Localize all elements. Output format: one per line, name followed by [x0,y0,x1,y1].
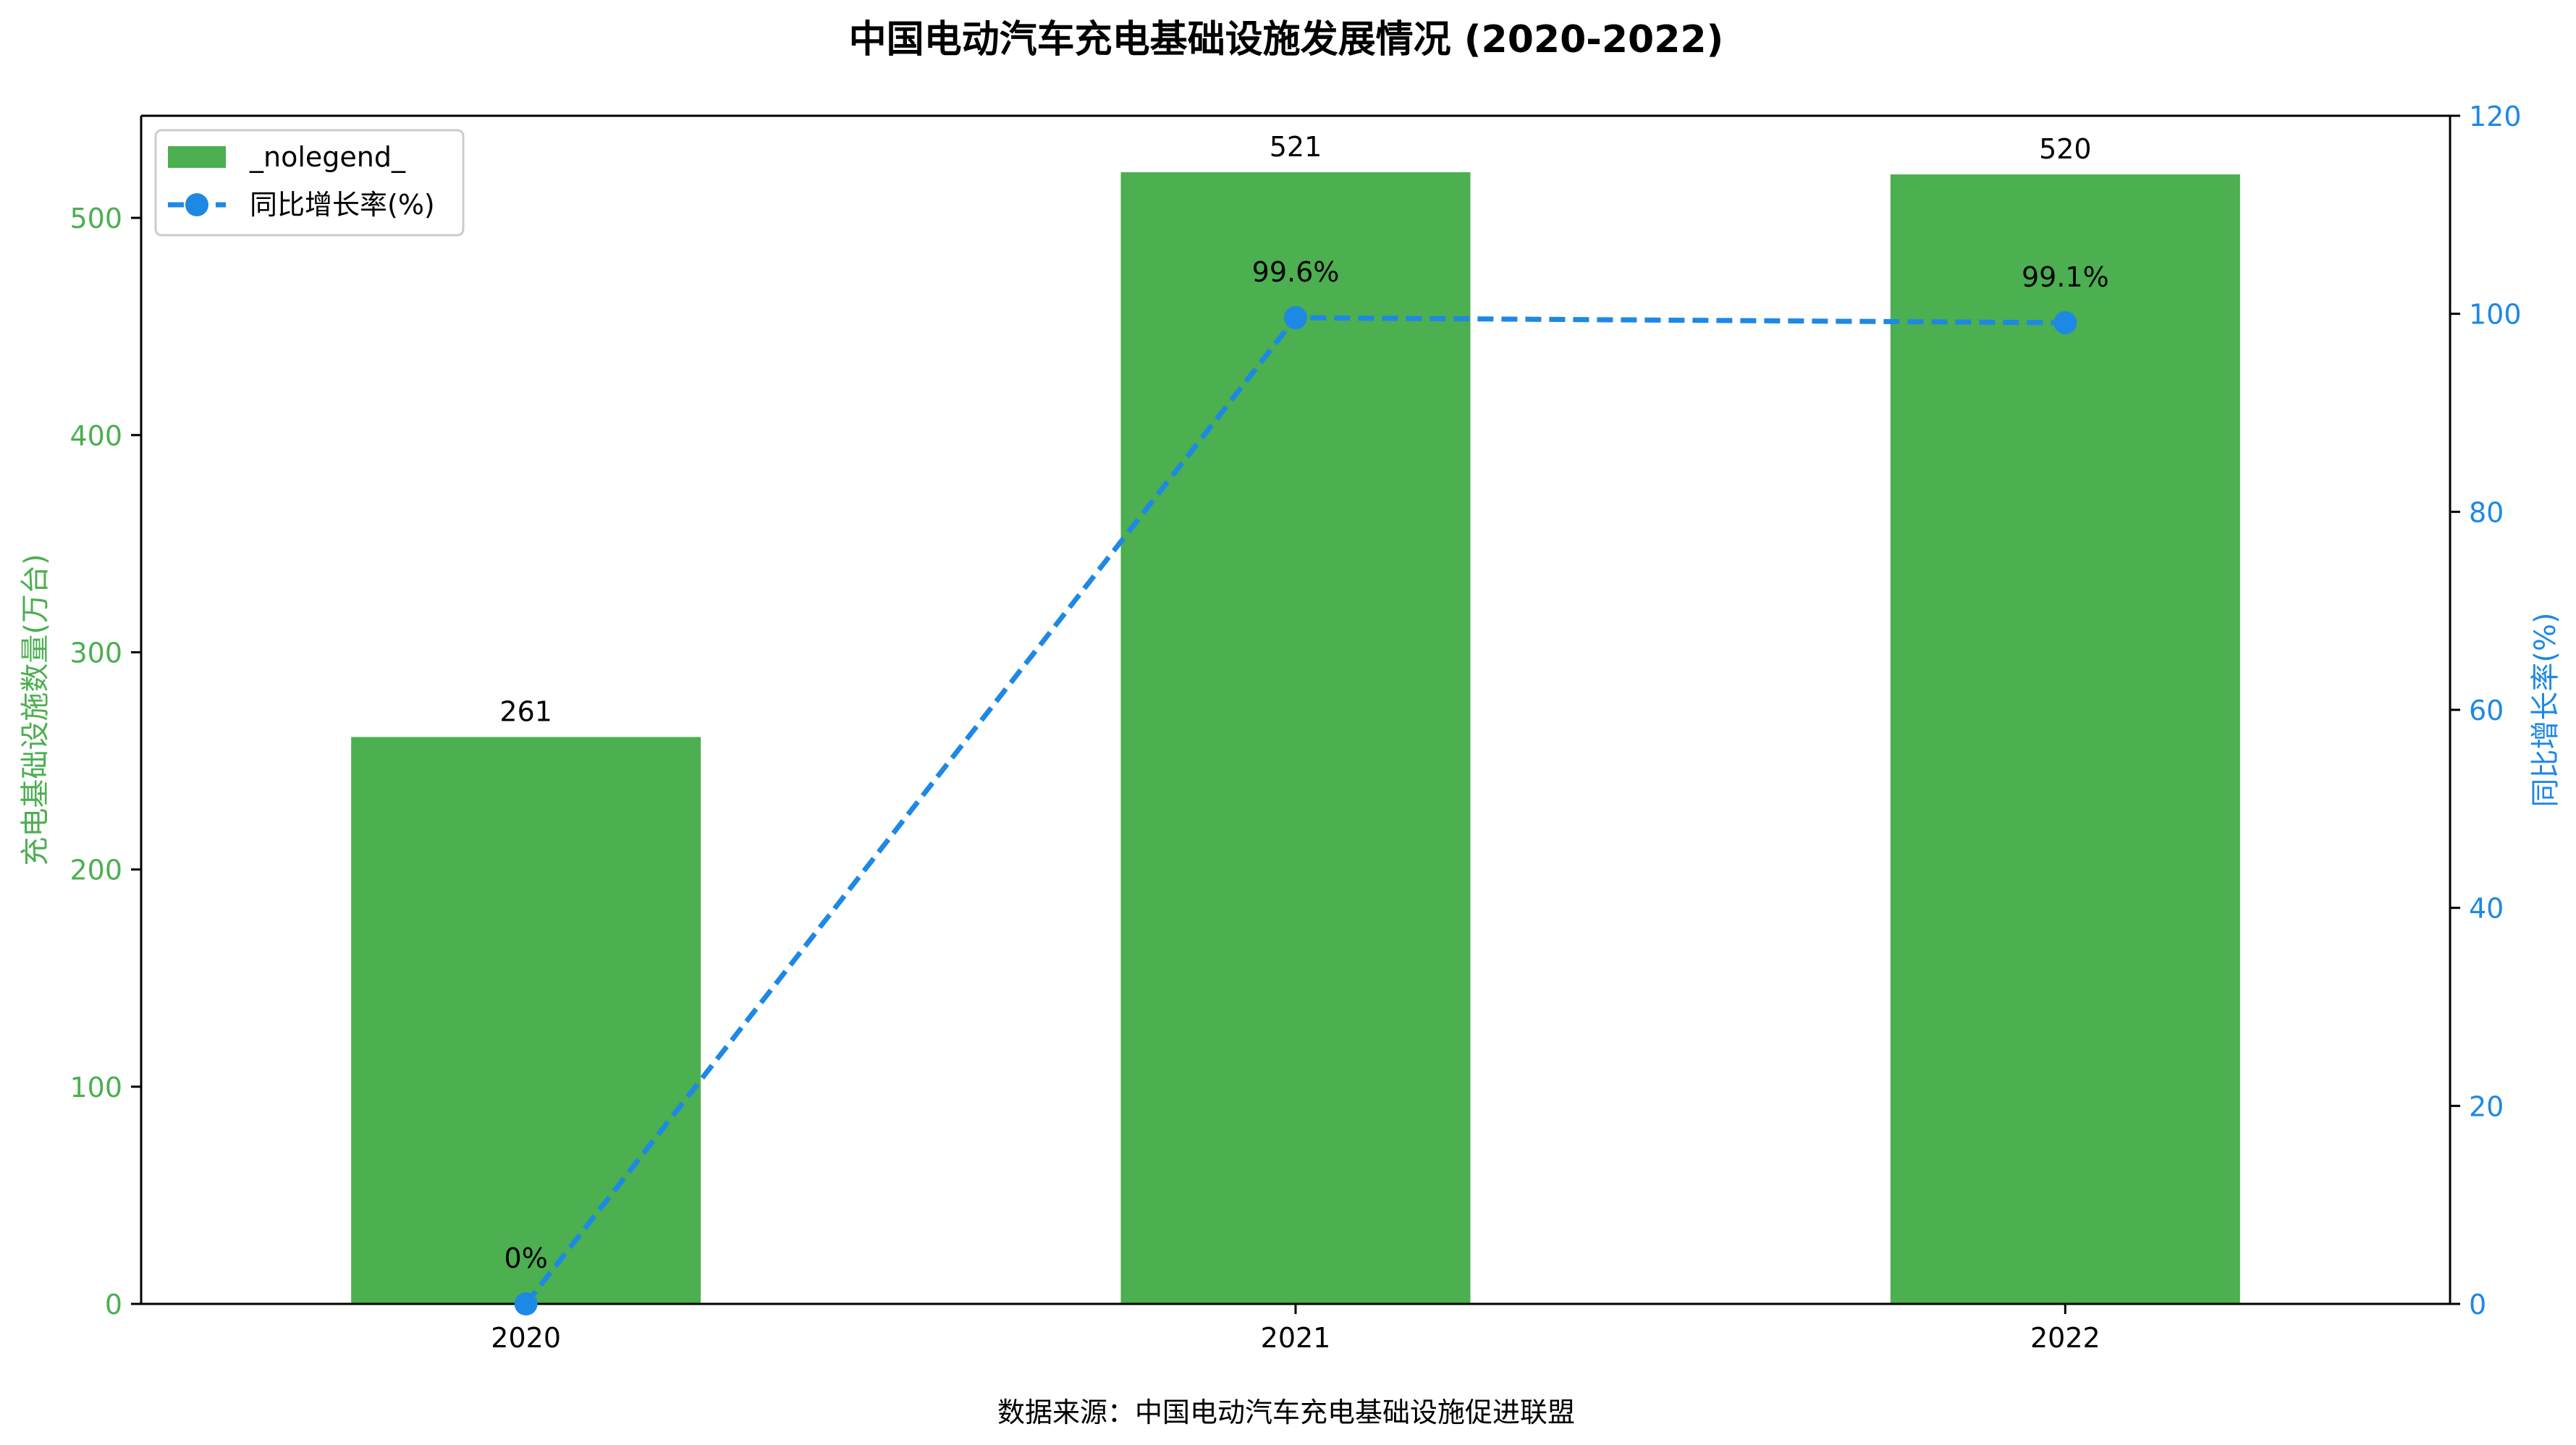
y-tick-label-left-0: 0 [105,1289,122,1321]
growth-label-2020: 0% [504,1242,548,1274]
y-axis-right-label: 同比增长率(%) [2529,612,2562,807]
bar-label-2020: 261 [499,696,552,728]
bar-label-2021: 521 [1270,131,1322,163]
y-tick-label-left-200: 200 [69,855,122,886]
y-tick-label-right-80: 80 [2469,496,2504,528]
legend-box [154,129,465,237]
y-tick-label-left-100: 100 [69,1072,122,1103]
bar-2021 [1120,172,1471,1305]
y-tick-label-right-120: 120 [2469,101,2522,132]
growth-point-2022 [2053,310,2077,334]
y-tick-label-left-500: 500 [69,203,122,234]
chart-title: 中国电动汽车充电基础设施发展情况 (2020-2022) [849,18,1724,62]
bar-2022 [1890,174,2240,1305]
y-tick-label-right-0: 0 [2469,1289,2486,1321]
source-note: 数据来源：中国电动汽车充电基础设施促进联盟 [997,1397,1575,1428]
y-tick-label-left-300: 300 [69,637,122,669]
y-tick-label-right-100: 100 [2469,299,2522,331]
y-tick-label-right-60: 60 [2469,695,2504,726]
growth-label-2022: 99.1% [2022,261,2109,293]
growth-label-2021: 99.6% [1252,256,1340,288]
x-tick-label-2022: 2022 [2030,1322,2100,1354]
legend-swatch-marker [185,193,208,216]
y-tick-label-right-20: 20 [2469,1090,2504,1122]
y-tick-label-left-400: 400 [69,420,122,452]
y-tick-label-right-40: 40 [2469,893,2504,925]
legend-swatch-bar [168,146,226,168]
y-axis-left-label: 充电基础设施数量(万台) [19,554,52,865]
bar-2020 [351,737,701,1304]
x-tick-label-2021: 2021 [1261,1322,1331,1354]
legend-label-bar: _nolegend_ [249,141,406,173]
x-tick-label-2020: 2020 [491,1322,561,1354]
growth-point-2020 [514,1292,538,1315]
growth-point-2021 [1284,306,1307,330]
bar-label-2022: 520 [2039,133,2092,165]
legend-label-line: 同比增长率(%) [250,189,435,221]
